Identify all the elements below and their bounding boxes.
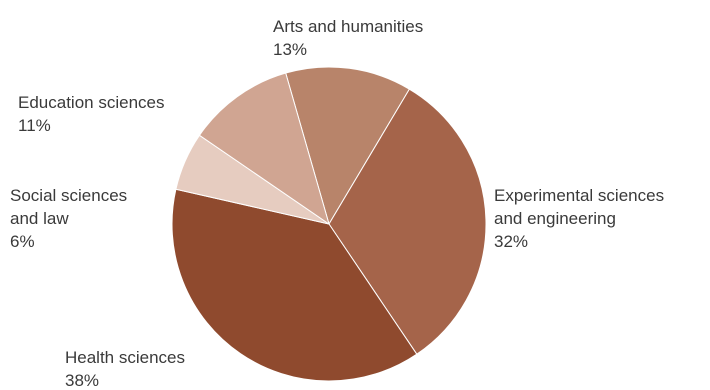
slice-label-line: Social sciences <box>10 186 127 205</box>
slice-label-social-sciences: Social sciences and law 6% <box>10 186 127 251</box>
slice-label-line: and engineering <box>494 209 616 228</box>
slice-label-line: Experimental sciences <box>494 186 664 205</box>
slice-label-line: Education sciences <box>18 93 164 112</box>
slice-label-arts-humanities: Arts and humanities 13% <box>273 17 423 59</box>
slice-label-line: Arts and humanities <box>273 17 423 36</box>
slice-label-line: 11% <box>18 116 51 135</box>
pie-slice-arts-humanities <box>285 66 411 226</box>
slice-label-line: 6% <box>10 232 35 251</box>
slice-label-experimental-sciences: Experimental sciences and engineering 32% <box>494 186 664 251</box>
pie-slice-education-sciences <box>198 72 330 226</box>
slice-label-line: 38% <box>65 371 99 390</box>
slice-label-line: 13% <box>273 40 307 59</box>
pie-slice-health-sciences <box>171 188 418 382</box>
pie-slice-experimental-sciences <box>328 88 487 355</box>
slice-label-line: Health sciences <box>65 348 185 367</box>
slice-label-education-sciences: Education sciences 11% <box>18 93 164 135</box>
slice-label-line: 32% <box>494 232 528 251</box>
slice-label-health-sciences: Health sciences 38% <box>65 348 185 390</box>
slice-label-line: and law <box>10 209 69 228</box>
